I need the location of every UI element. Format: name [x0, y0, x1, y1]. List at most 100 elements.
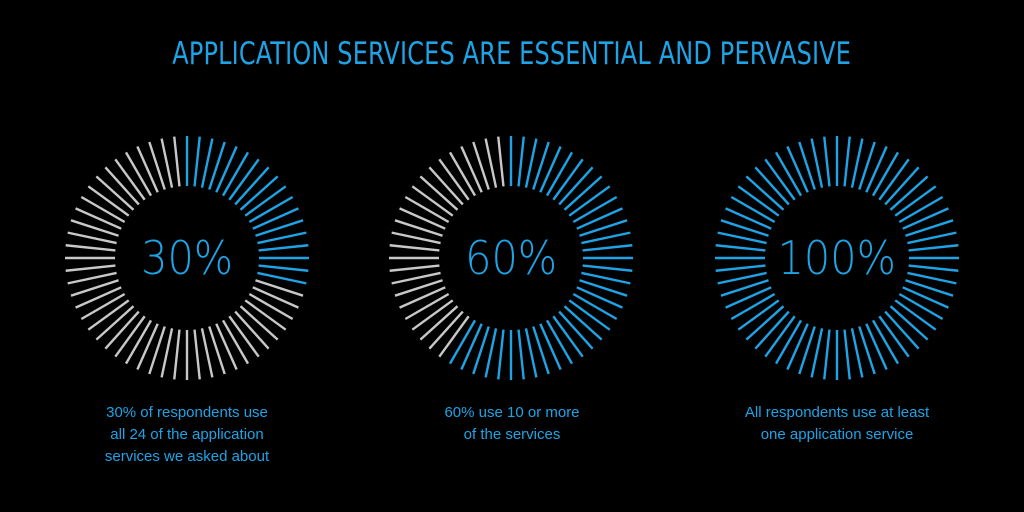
gauge-tick-active — [730, 195, 776, 224]
gauge-tick-active — [208, 141, 226, 190]
gauge-value-3: 100% — [707, 128, 967, 388]
gauge-tick-active — [524, 138, 538, 188]
gauge-tick-inactive — [391, 231, 441, 245]
gauge-tick-active — [889, 175, 929, 211]
gauge-tick-inactive — [428, 166, 464, 206]
gauge-tick-inactive — [70, 219, 119, 237]
gauge-tick-active — [764, 158, 796, 201]
gauge-tick-active — [798, 141, 816, 190]
gauge-tick-inactive — [239, 305, 279, 341]
gauge-tick-active — [581, 271, 631, 285]
gauge-tick-active — [558, 310, 594, 350]
gauge-tick-inactive — [65, 244, 116, 252]
gauge-tick-active — [865, 146, 888, 193]
gauge-tick-active — [484, 328, 498, 378]
gauge-tick-active — [460, 323, 483, 370]
gauge-tick-active — [472, 326, 490, 375]
gauge-tick-inactive — [114, 158, 146, 201]
gauge-tick-active — [532, 141, 550, 190]
gauge-tick-inactive — [419, 305, 459, 341]
gauge-tick-active — [905, 279, 954, 297]
gauge-tick-inactive — [448, 151, 477, 197]
gauge-tick-active — [725, 286, 772, 309]
gauge-tick-inactive — [173, 136, 181, 187]
gauge-tick-active — [843, 136, 851, 187]
gauge-tick-inactive — [399, 207, 446, 230]
gauge-tick-active — [539, 146, 562, 193]
gauge-tick-active — [884, 166, 920, 206]
gauge-tick-inactive — [438, 315, 470, 358]
gauge-tick-inactive — [404, 292, 450, 321]
gauge-tick-active — [572, 292, 618, 321]
caption-1-line: 30% of respondents use — [106, 404, 268, 421]
gauge-tick-active — [517, 329, 525, 380]
gauge-tick-inactive — [148, 326, 166, 375]
gauge-tick-active — [823, 329, 831, 380]
gauge-tick-active — [898, 292, 944, 321]
gauge-tick-active — [239, 175, 279, 211]
gauge-tick-active — [754, 310, 790, 350]
caption-2: 60% use 10 or more of the services — [392, 402, 632, 446]
gauge-tick-active — [745, 175, 785, 211]
gauge-tick-active — [228, 158, 260, 201]
gauge-tick-active — [717, 271, 767, 285]
gauge-tick-inactive — [136, 146, 159, 193]
gauge-tick-inactive — [389, 264, 440, 272]
gauge-tick-inactive — [148, 141, 166, 190]
gauge-tick-inactive — [394, 219, 443, 237]
gauge-ring-3 — [715, 136, 959, 380]
gauge-tick-inactive — [389, 244, 440, 252]
gauge-tick-active — [810, 328, 824, 378]
gauge-value-2-text: 60% — [464, 231, 558, 285]
gauge-value-2: 60% — [381, 128, 641, 388]
gauge-tick-active — [717, 231, 767, 245]
gauge-value-3-text: 100% — [777, 231, 897, 285]
gauge-ring-1 — [65, 136, 309, 380]
gauge-tick-inactive — [497, 136, 505, 187]
gauge-tick-active — [725, 207, 772, 230]
gauge-tick-active — [257, 231, 307, 245]
gauge-value-1-text: 30% — [140, 231, 234, 285]
gauge-tick-inactive — [252, 286, 299, 309]
gauge-tick-active — [252, 207, 299, 230]
gauge-tick-inactive — [75, 207, 122, 230]
gauge-tick-active — [193, 136, 201, 187]
gauge-tick-inactive — [80, 292, 126, 321]
gauge-tick-active — [894, 185, 937, 217]
gauge-tick-active — [579, 279, 628, 297]
gauge-tick-active — [786, 146, 809, 193]
gauge-tick-active — [902, 286, 949, 309]
gauge-value-1: 30% — [57, 128, 317, 388]
gauge-tick-active — [715, 244, 766, 252]
gauge-tick-inactive — [228, 315, 260, 358]
gauge-tick-active — [215, 146, 238, 193]
gauge-tick-inactive — [173, 329, 181, 380]
gauge-tick-inactive — [215, 323, 238, 370]
gauge-tick-active — [905, 219, 954, 237]
gauge-tick-active — [258, 264, 309, 272]
gauge-tick-inactive — [124, 319, 153, 365]
gauge-tick-inactive — [472, 141, 490, 190]
gauge-tick-active — [902, 207, 949, 230]
gauge-tick-active — [244, 185, 287, 217]
gauge-tick-inactive — [208, 326, 226, 375]
gauge-tick-inactive — [391, 271, 441, 285]
gauge-tick-active — [552, 315, 584, 358]
caption-3-line: one application service — [760, 426, 914, 443]
gauge-tick-active — [568, 185, 611, 217]
gauge-tick-inactive — [160, 328, 174, 378]
gauge-tick-inactive — [193, 329, 201, 380]
gauge-tick-active — [786, 323, 809, 370]
gauge-tick-inactive — [136, 323, 159, 370]
gauge-tick-active — [737, 299, 780, 331]
gauge-tick-active — [798, 326, 816, 375]
gauge-tick-active — [843, 329, 851, 380]
gauge-tick-active — [581, 231, 631, 245]
gauge-tick-inactive — [484, 138, 498, 188]
gauge-tick-active — [572, 195, 618, 224]
gauge-tick-active — [532, 326, 550, 375]
gauge-tick-inactive — [70, 279, 119, 297]
gauge-tick-active — [810, 138, 824, 188]
gauge-tick-inactive — [104, 310, 140, 350]
gauge-tick-inactive — [244, 299, 287, 331]
